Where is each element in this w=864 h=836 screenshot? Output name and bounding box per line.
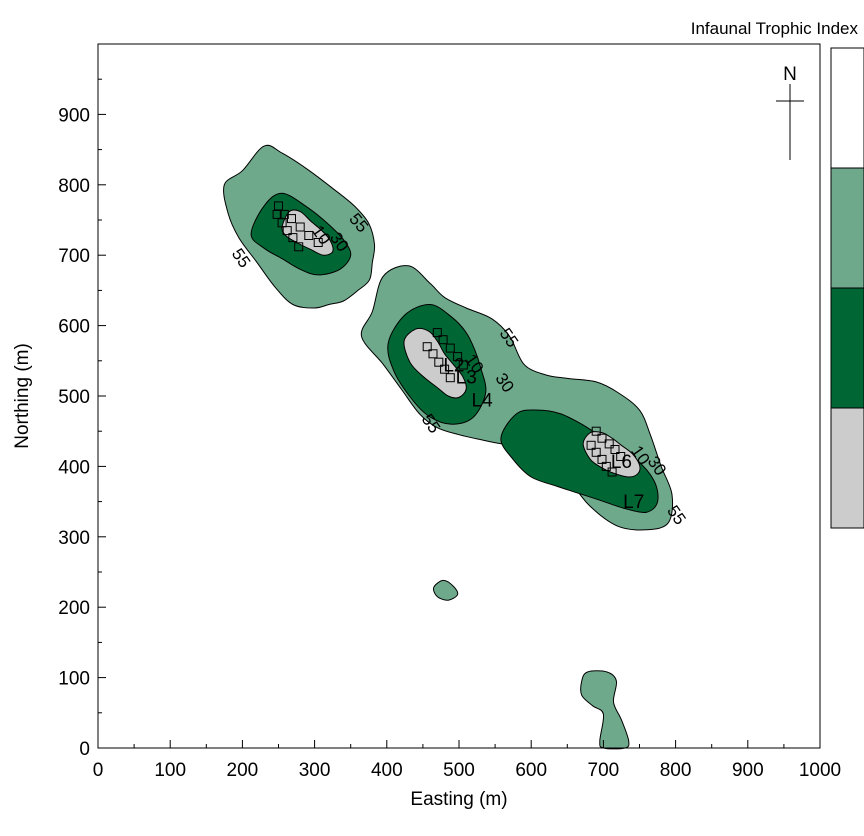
contour-region-30_to_55: [580, 670, 630, 750]
station-marker: [453, 352, 463, 362]
x-tick-label: 500: [443, 760, 475, 781]
x-tick-label: 900: [732, 760, 764, 781]
station-marker: [604, 439, 614, 449]
station-marker: [313, 238, 323, 247]
station-marker: [616, 452, 626, 461]
station-marker: [440, 364, 450, 374]
station-marker: [272, 209, 282, 219]
station-marker: [288, 233, 298, 243]
station-marker: [445, 343, 455, 353]
station-label: L6: [611, 452, 632, 473]
station-marker: [432, 328, 442, 338]
y-tick-label: 600: [58, 317, 90, 338]
station-marker: [295, 222, 305, 232]
contour-region-10_to_30: [500, 409, 659, 513]
station-marker: [610, 445, 620, 454]
sampling-stations: [272, 201, 626, 477]
x-tick-label: 100: [154, 760, 186, 781]
y-tick-label: 200: [58, 598, 90, 619]
x-tick-label: 400: [371, 760, 403, 781]
x-tick-label: 600: [515, 760, 547, 781]
y-tick-label: 500: [58, 387, 90, 408]
station-marker: [586, 440, 596, 450]
legend-band: [830, 47, 864, 169]
x-tick-label: 300: [299, 760, 331, 781]
station-marker: [591, 426, 601, 436]
station-marker: [458, 360, 468, 370]
station-marker: [422, 342, 432, 352]
station-marker: [601, 461, 611, 471]
legend-title: Infaunal Trophic Index: [691, 19, 859, 38]
station-label: L4: [472, 391, 494, 412]
station-marker: [277, 218, 287, 228]
station-marker: [282, 226, 292, 236]
y-tick-label: 400: [58, 457, 90, 478]
station-marker: [607, 467, 617, 477]
station-marker: [591, 447, 601, 457]
x-tick-label: 1000: [799, 760, 841, 781]
x-axis-label: Easting (m): [410, 789, 507, 810]
x-tick-label: 0: [93, 760, 104, 781]
y-tick-label: 300: [58, 528, 90, 549]
north-label: N: [783, 64, 797, 85]
station-marker: [597, 433, 607, 443]
station-marker: [434, 357, 444, 367]
legend: Infaunal Trophic Index: [691, 19, 864, 529]
station-marker: [445, 373, 455, 383]
contour-regions: [223, 144, 674, 750]
y-tick-label: 100: [58, 669, 90, 690]
station-marker: [438, 335, 448, 345]
legend-band: [830, 167, 864, 289]
x-tick-label: 800: [660, 760, 692, 781]
axes: 0 100 200 300 400 500 600 700 800 900 1000 0 100 200 3…: [58, 78, 841, 781]
contour-region-30_to_55: [432, 579, 459, 601]
y-tick-label: 800: [58, 176, 90, 197]
station-marker: [304, 231, 314, 240]
station-marker: [428, 349, 438, 359]
station-marker: [287, 214, 296, 224]
station-label: L3: [456, 367, 477, 388]
y-tick-label: 900: [58, 105, 90, 126]
x-tick-label: 700: [588, 760, 620, 781]
legend-band: [830, 407, 864, 529]
station-label: L2: [443, 355, 464, 376]
north-arrow-icon: N: [776, 64, 804, 160]
station-marker: [294, 242, 304, 252]
legend-band: [830, 287, 864, 409]
x-tick-label: 200: [227, 760, 259, 781]
y-axis-label: Northing (m): [12, 343, 33, 449]
y-tick-label: 700: [58, 246, 90, 267]
station-label: L7: [623, 492, 644, 513]
y-tick-label: 0: [79, 739, 90, 760]
legend-bands: [830, 47, 864, 529]
